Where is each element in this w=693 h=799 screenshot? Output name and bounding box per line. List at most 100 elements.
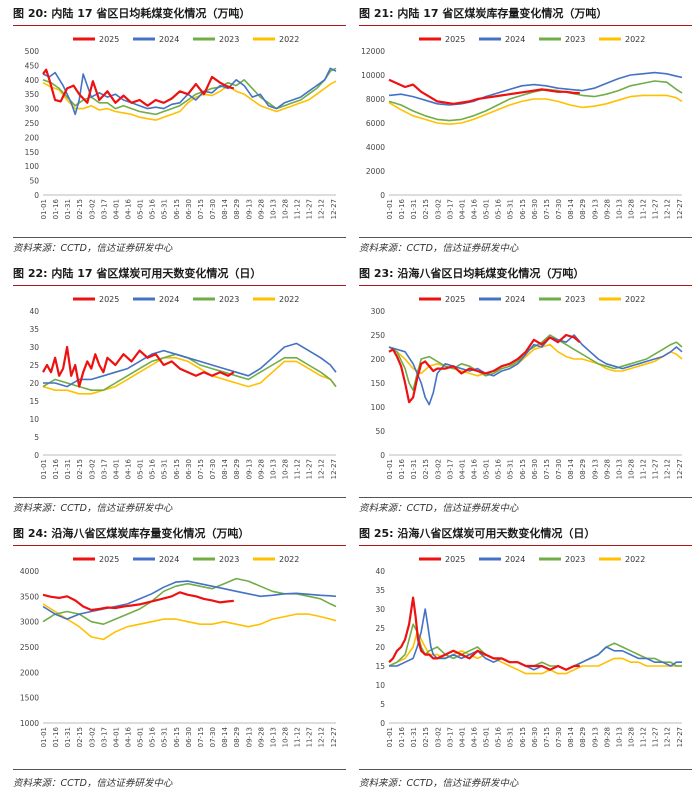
x-tick-label: 10-13: [615, 459, 623, 479]
y-tick-label: 4000: [20, 567, 39, 576]
x-tick-label: 05-16: [149, 458, 157, 479]
y-tick-label: 450: [25, 61, 40, 70]
chart-panel-23: 图 23: 沿海八省区日均耗煤变化情况（万吨） 2025 2024 2023 2022…: [359, 265, 692, 527]
series-line-2025: [42, 345, 235, 388]
x-tick-label: 11-27: [652, 727, 660, 747]
x-tick-label: 03-17: [446, 199, 454, 219]
legend-label-2024: 2024: [505, 35, 525, 44]
y-tick-label: 0: [380, 451, 385, 460]
x-tick-label: 01-16: [52, 726, 60, 747]
x-tick-label: 04-16: [471, 198, 479, 219]
source-divider: [13, 497, 346, 498]
series-line-2022: [42, 357, 337, 395]
chart-23-plot: 2025 2024 2023 2022 0 50 100 150 200 250 300 01-01 0…: [371, 295, 684, 479]
y-tick-label: 2500: [20, 643, 39, 652]
chart-source: 资料来源：CCTD，信达证券研发中心: [13, 778, 173, 789]
legend-label-2024: 2024: [159, 35, 179, 44]
x-tick-label: 10-28: [281, 199, 289, 219]
title-divider: [359, 285, 692, 286]
series-line-2025: [388, 78, 580, 105]
legend-label-2022: 2022: [279, 555, 299, 564]
title-divider: [359, 25, 692, 26]
x-tick-label: 01-16: [398, 458, 406, 479]
x-tick-label: 06-30: [531, 727, 539, 747]
x-tick-label: 11-12: [294, 459, 302, 479]
x-tick-label: 10-28: [281, 459, 289, 479]
legend-label-2025: 2025: [445, 555, 465, 564]
chart-panel-22: 图 22: 内陆 17 省区煤炭可用天数变化情况（日） 2025 2024 2023…: [13, 265, 346, 527]
series-line-2022: [388, 631, 682, 675]
chart-title: 图 24: 沿海八省区煤炭库存量变化情况（万吨）: [13, 527, 250, 540]
y-tick-label: 50: [29, 177, 39, 186]
x-tick-label: 12-27: [330, 727, 338, 747]
legend-label-2022: 2022: [625, 555, 645, 564]
x-tick-label: 02-15: [422, 459, 430, 479]
legend-label-2023: 2023: [219, 35, 239, 44]
x-tick-label: 10-13: [615, 727, 623, 747]
x-tick-label: 03-17: [100, 459, 108, 479]
x-tick-label: 07-15: [543, 727, 551, 747]
legend-label-2025: 2025: [445, 35, 465, 44]
y-tick-label: 40: [375, 567, 385, 576]
y-tick-label: 12000: [361, 47, 385, 56]
x-tick-label: 04-16: [125, 198, 133, 219]
x-tick-label: 08-14: [221, 726, 229, 747]
chart-title: 图 23: 沿海八省区日均耗煤变化情况（万吨）: [359, 267, 585, 280]
x-tick-label: 03-02: [88, 459, 96, 479]
x-tick-label: 12-27: [330, 459, 338, 479]
x-tick-label: 06-15: [519, 199, 527, 219]
x-tick-label: 09-28: [603, 727, 611, 747]
x-tick-label: 08-29: [233, 199, 241, 219]
x-tick-label: 01-01: [386, 727, 394, 747]
x-tick-label: 03-02: [434, 459, 442, 479]
x-tick-label: 08-29: [579, 199, 587, 219]
x-tick-label: 05-16: [149, 198, 157, 219]
x-tick-label: 07-30: [209, 459, 217, 479]
x-tick-label: 10-13: [269, 459, 277, 479]
x-tick-label: 03-17: [446, 459, 454, 479]
x-tick-label: 09-13: [591, 199, 599, 219]
x-tick-label: 01-31: [64, 727, 72, 747]
series-line-2024: [42, 580, 337, 620]
x-tick-label: 10-13: [615, 199, 623, 219]
x-tick-label: 05-31: [161, 727, 169, 747]
y-tick-label: 1000: [20, 719, 39, 728]
x-tick-label: 04-16: [125, 458, 133, 479]
source-divider: [359, 237, 692, 238]
x-tick-label: 08-14: [567, 458, 575, 479]
x-tick-label: 01-31: [410, 727, 418, 747]
y-tick-label: 100: [371, 403, 386, 412]
x-tick-label: 05-31: [507, 727, 515, 747]
y-tick-label: 2000: [20, 668, 39, 677]
y-tick-label: 5: [380, 700, 385, 709]
legend-label-2024: 2024: [159, 295, 179, 304]
x-tick-label: 05-01: [483, 727, 491, 747]
legend-label-2025: 2025: [445, 295, 465, 304]
source-divider: [359, 497, 692, 498]
x-tick-label: 03-02: [88, 199, 96, 219]
y-tick-label: 150: [25, 148, 40, 157]
x-tick-label: 05-16: [495, 726, 503, 747]
series-line-2025: [388, 333, 581, 404]
series-line-2025: [42, 591, 234, 612]
x-tick-label: 07-30: [209, 199, 217, 219]
chart-panel-20: 图 20: 内陆 17 省区日均耗煤变化情况（万吨） 2025 2024 2023 2…: [13, 5, 346, 267]
x-tick-label: 01-16: [52, 198, 60, 219]
chart-title: 图 20: 内陆 17 省区日均耗煤变化情况（万吨）: [13, 7, 251, 20]
y-tick-label: 40: [29, 307, 39, 316]
x-tick-label: 11-12: [294, 727, 302, 747]
series-line-2025: [42, 68, 235, 107]
chart-source: 资料来源：CCTD，信达证券研发中心: [13, 243, 173, 254]
x-tick-label: 08-14: [221, 198, 229, 219]
x-tick-label: 05-01: [137, 727, 145, 747]
x-tick-label: 02-15: [422, 727, 430, 747]
x-tick-label: 04-01: [112, 199, 120, 219]
x-tick-label: 07-15: [197, 727, 205, 747]
y-tick-label: 0: [34, 451, 39, 460]
x-tick-label: 04-01: [112, 459, 120, 479]
legend-label-2022: 2022: [625, 35, 645, 44]
x-tick-label: 01-01: [40, 727, 48, 747]
x-tick-label: 01-31: [410, 459, 418, 479]
y-tick-label: 350: [25, 90, 40, 99]
y-tick-label: 300: [371, 307, 386, 316]
